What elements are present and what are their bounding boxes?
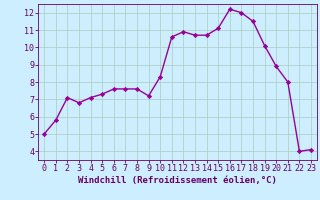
X-axis label: Windchill (Refroidissement éolien,°C): Windchill (Refroidissement éolien,°C) [78,176,277,185]
